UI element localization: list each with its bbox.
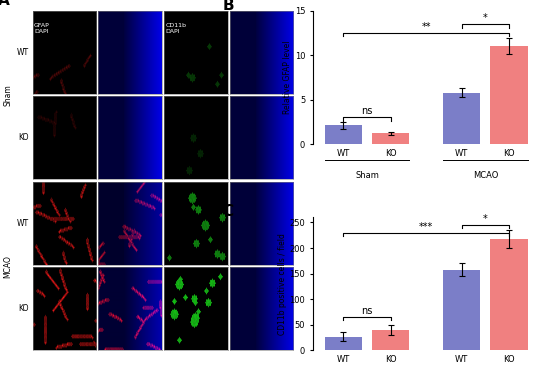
Text: ***: *** <box>419 222 433 231</box>
Y-axis label: KO: KO <box>18 134 28 142</box>
Text: **: ** <box>421 22 431 32</box>
Bar <box>490 46 528 144</box>
Text: GFAP
DAPI: GFAP DAPI <box>34 23 50 34</box>
Y-axis label: Relative GFAP level: Relative GFAP level <box>283 41 292 114</box>
Text: MCAO: MCAO <box>473 171 498 180</box>
Bar <box>325 337 362 350</box>
Text: CD11b
DAPI: CD11b DAPI <box>165 23 186 34</box>
Bar <box>372 330 409 350</box>
Bar <box>372 134 409 144</box>
Text: ns: ns <box>361 306 373 316</box>
Text: ns: ns <box>361 106 373 116</box>
Text: Sham: Sham <box>4 84 13 106</box>
Text: Sham: Sham <box>355 171 379 180</box>
Bar <box>490 239 528 350</box>
Text: C: C <box>222 204 233 219</box>
Bar <box>443 269 480 350</box>
Text: A: A <box>0 0 9 8</box>
Y-axis label: CD11b positive cells / field: CD11b positive cells / field <box>278 233 287 335</box>
Text: B: B <box>222 0 234 13</box>
Y-axis label: WT: WT <box>16 219 28 228</box>
Y-axis label: WT: WT <box>16 48 28 57</box>
Text: *: * <box>483 13 488 23</box>
Bar <box>443 93 480 144</box>
Text: MCAO: MCAO <box>4 255 13 278</box>
Bar <box>325 126 362 144</box>
Text: *: * <box>483 214 488 224</box>
Y-axis label: KO: KO <box>18 304 28 314</box>
